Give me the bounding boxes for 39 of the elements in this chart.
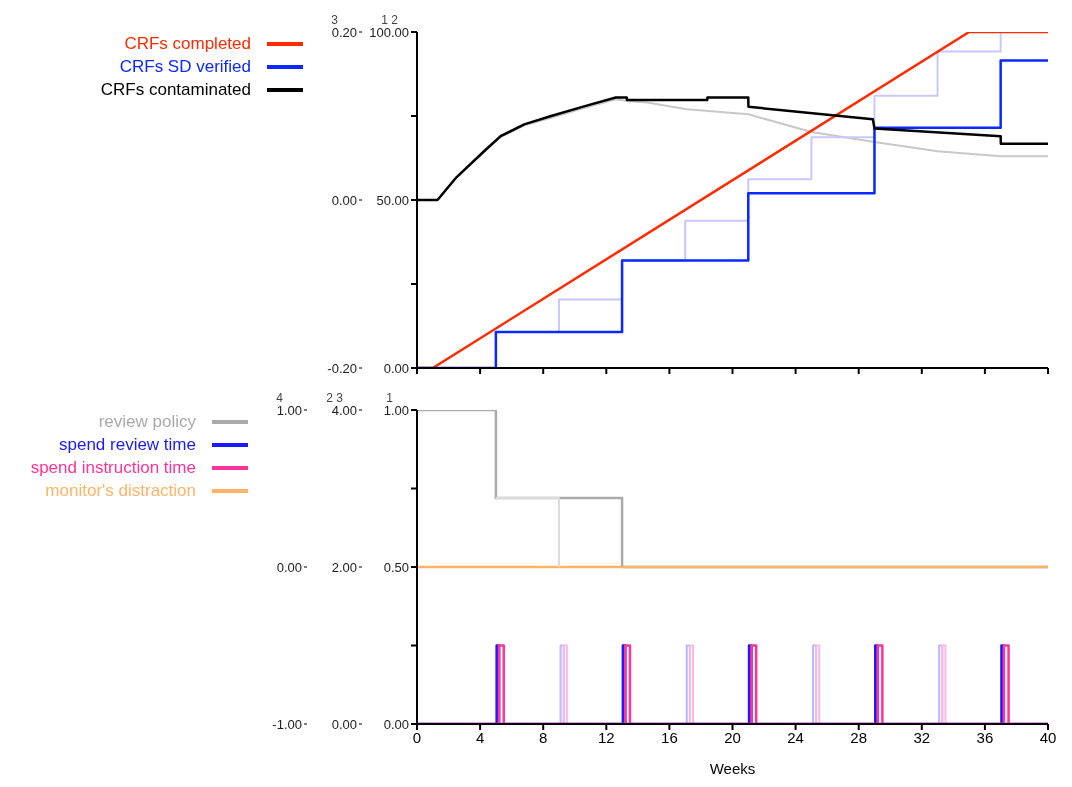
y2-tick-label: 0.00 [331,716,357,732]
x-tick-label: 0 [412,728,422,746]
legend-label: spend review time [58,434,196,455]
y-tick-label: 0.50 [383,559,409,575]
y3-tick-label: -1.00 [272,716,302,732]
x-tick-label: 16 [661,728,678,746]
x-tick-label: 28 [850,728,868,746]
legend-label: review policy [98,411,196,432]
y-tick-label: 1.00 [383,402,409,418]
y-tick-label: 0.00 [383,360,409,376]
y2-tick-label: -0.20 [327,360,357,376]
x-tick-label: 36 [976,728,994,746]
legend-label: monitor's distraction [45,480,196,501]
x-tick-label: 20 [724,728,741,746]
y2-tick-label: 2.00 [331,559,357,575]
y-axis-title: 1 2 [381,13,399,27]
y2-tick-label: 4.00 [331,402,357,418]
x-tick-label: 12 [597,728,615,746]
legend-label: CRFs SD verified [119,56,251,77]
legend-label: CRFs completed [124,33,251,54]
y3-tick-label: 0.00 [276,559,302,575]
y-axis-title: 1 [386,391,394,405]
x-tick-label: 4 [475,728,485,746]
x-tick-label: 8 [539,728,548,746]
y3-axis-title: 4 [276,391,284,405]
y2-axis-title: 3 [331,13,339,27]
y-tick-label: 100.00 [369,24,409,40]
x-tick-label: 32 [913,728,931,746]
x-axis-title: Weeks [709,760,756,777]
y2-axis-title: 2 3 [326,391,344,405]
legend-label: CRFs contaminated [100,79,251,100]
x-tick-label: 24 [787,728,804,746]
y2-tick-label: 0.00 [331,192,357,208]
y-tick-label: 0.00 [383,716,409,732]
legend-label: spend instruction time [30,457,196,478]
y2-tick-label: 0.20 [331,24,357,40]
y-tick-label: 50.00 [376,192,409,208]
y3-tick-label: 1.00 [276,402,302,418]
x-tick-label: 40 [1039,728,1057,746]
